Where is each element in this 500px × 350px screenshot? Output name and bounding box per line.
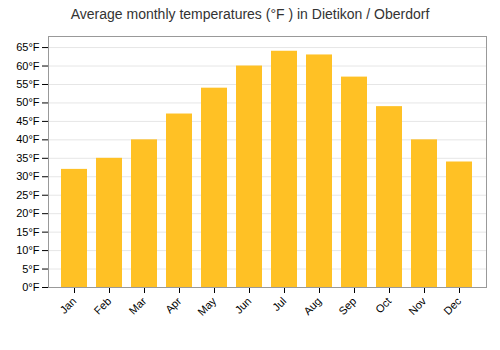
svg-text:5°F: 5°F xyxy=(22,263,40,275)
svg-text:Nov: Nov xyxy=(406,294,429,317)
svg-text:May: May xyxy=(195,294,219,318)
svg-text:50°F: 50°F xyxy=(16,96,40,108)
svg-text:10°F: 10°F xyxy=(16,244,40,256)
svg-text:60°F: 60°F xyxy=(16,60,40,72)
svg-text:Apr: Apr xyxy=(163,295,184,316)
svg-text:25°F: 25°F xyxy=(16,189,40,201)
svg-text:35°F: 35°F xyxy=(16,152,40,164)
svg-text:Sep: Sep xyxy=(336,295,358,317)
svg-text:45°F: 45°F xyxy=(16,115,40,127)
svg-text:15°F: 15°F xyxy=(16,226,40,238)
svg-text:Jul: Jul xyxy=(270,295,288,313)
svg-text:Feb: Feb xyxy=(92,295,114,317)
html-text:Average monthly temperatures (: Average monthly temperatures (°F ) in Di… xyxy=(70,6,430,22)
svg-text:40°F: 40°F xyxy=(16,133,40,145)
svg-text:20°F: 20°F xyxy=(16,207,40,219)
svg-text:Aug: Aug xyxy=(301,295,323,317)
svg-text:65°F: 65°F xyxy=(16,41,40,53)
svg-text:55°F: 55°F xyxy=(16,78,40,90)
svg-text:Jun: Jun xyxy=(232,295,253,316)
svg-text:Dec: Dec xyxy=(441,294,464,317)
svg-text:Mar: Mar xyxy=(127,295,149,317)
svg-text:Oct: Oct xyxy=(373,295,394,316)
svg-text:0°F: 0°F xyxy=(22,281,40,293)
svg-text:30°F: 30°F xyxy=(16,170,40,182)
svg-text:Jan: Jan xyxy=(57,295,78,316)
